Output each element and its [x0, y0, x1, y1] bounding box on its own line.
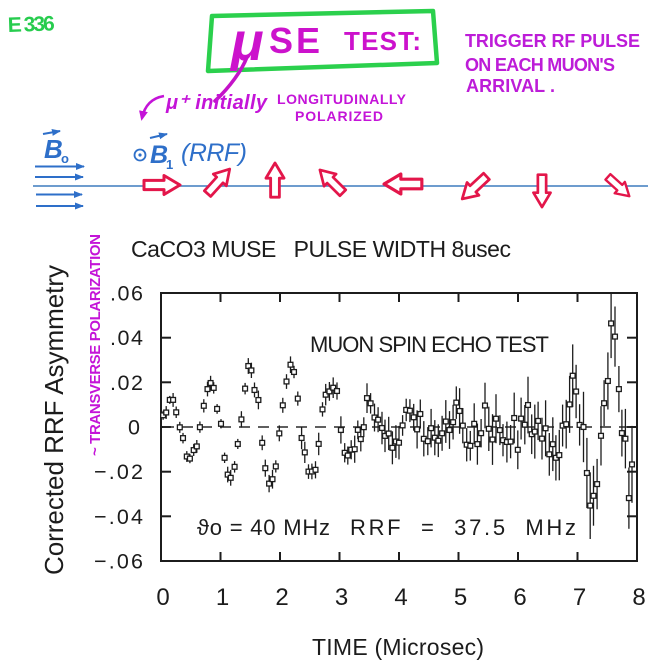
- svg-text:ON EACH MUON'S: ON EACH MUON'S: [465, 55, 615, 75]
- svg-text:−.06: −.06: [94, 550, 143, 574]
- svg-text:7: 7: [573, 584, 586, 611]
- svg-text:1: 1: [216, 584, 229, 611]
- svg-text:.06: .06: [110, 282, 143, 306]
- svg-text:ARRIVAL .: ARRIVAL .: [466, 76, 555, 96]
- svg-text:TEST:: TEST:: [344, 26, 421, 56]
- svg-text:SE: SE: [269, 20, 320, 61]
- svg-text:3: 3: [335, 584, 348, 611]
- svg-text:POLARIZED: POLARIZED: [295, 108, 383, 124]
- svg-text:5: 5: [454, 584, 467, 611]
- svg-text:−.04: −.04: [94, 505, 143, 529]
- svg-text:8: 8: [632, 584, 645, 611]
- svg-text:B: B: [150, 141, 168, 169]
- svg-text:LONGITUDINALLY: LONGITUDINALLY: [277, 91, 407, 107]
- svg-text:TRIGGER RF PULSE: TRIGGER RF PULSE: [465, 31, 640, 51]
- svg-text:Corrected RRF Asymmetry: Corrected RRF Asymmetry: [39, 265, 69, 575]
- svg-text:0: 0: [128, 416, 140, 440]
- svg-text:o: o: [61, 151, 69, 166]
- svg-text:6: 6: [513, 584, 526, 611]
- svg-text:RRF = 37.5 MHz: RRF = 37.5 MHz: [350, 515, 576, 540]
- svg-text:0: 0: [156, 584, 169, 611]
- svg-text:2: 2: [275, 584, 288, 611]
- svg-text:.02: .02: [110, 371, 143, 395]
- svg-text:~ TRANSVERSE POLARIZATION: ~ TRANSVERSE POLARIZATION: [87, 234, 104, 456]
- svg-text:CaCO3 MUSE PULSE WIDTH 8usec: CaCO3 MUSE PULSE WIDTH 8usec: [131, 236, 511, 262]
- svg-text:E 336: E 336: [7, 12, 55, 37]
- svg-text:MUON SPIN ECHO TEST: MUON SPIN ECHO TEST: [310, 332, 549, 357]
- svg-text:.04: .04: [110, 326, 143, 350]
- svg-text:1: 1: [166, 157, 173, 172]
- svg-text:TIME (Microsec): TIME (Microsec): [312, 634, 484, 660]
- svg-text:B: B: [44, 134, 63, 164]
- svg-text:(RRF): (RRF): [181, 139, 247, 167]
- svg-text:−.02: −.02: [94, 460, 143, 484]
- svg-text:ϑo = 40 MHz: ϑo = 40 MHz: [197, 515, 330, 540]
- svg-text:μ⁺ initially: μ⁺ initially: [165, 92, 268, 114]
- svg-text:4: 4: [394, 584, 407, 611]
